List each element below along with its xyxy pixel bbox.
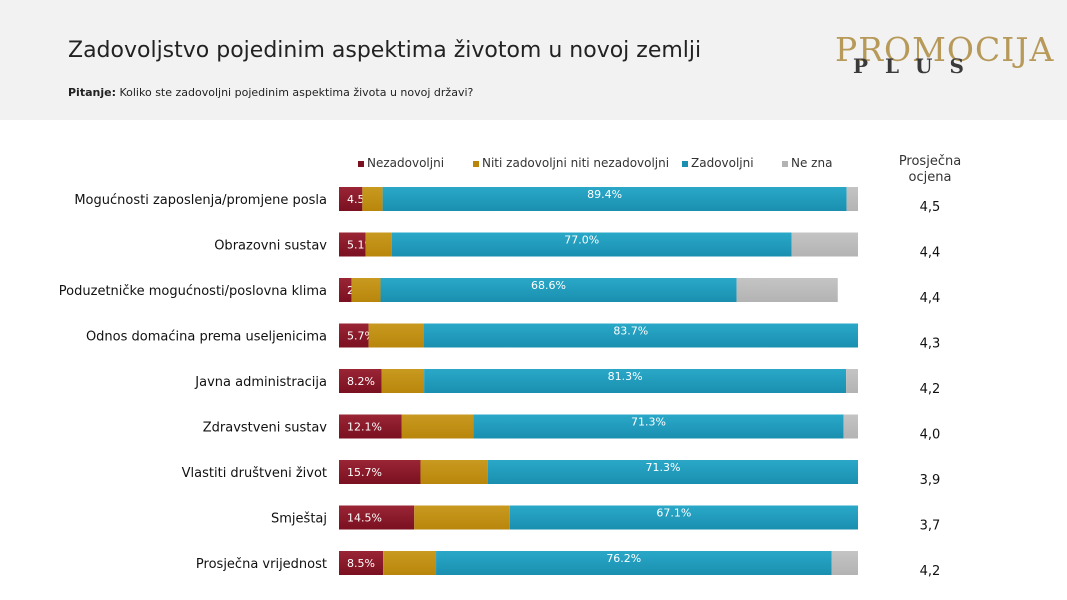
legend-label: Niti zadovoljni niti nezadovoljni	[482, 156, 670, 170]
question-line: Pitanje: Koliko ste zadovoljni pojedinim…	[68, 86, 473, 99]
bar-segment	[365, 232, 392, 257]
bar-segment	[339, 505, 415, 530]
legend-item-nezadovoljni: Nezadovoljni	[358, 156, 444, 170]
data-label: 71.3%	[631, 416, 666, 429]
data-label: 76.2%	[606, 552, 641, 565]
bar-segment	[846, 369, 858, 393]
category-label: Obrazovni sustav	[214, 239, 327, 254]
bar-segment	[436, 551, 832, 575]
legend-label: Zadovoljni	[691, 156, 754, 170]
legend-label: Nezadovoljni	[367, 156, 445, 170]
average-value: 4,2	[920, 564, 941, 579]
data-label: 15.7%	[347, 466, 382, 479]
category-label: Javna administracija	[194, 375, 327, 390]
data-label: 5.7%	[347, 330, 375, 343]
bar-segment	[381, 369, 425, 393]
bar-segment	[414, 505, 510, 530]
category-label: Vlastiti društveni život	[182, 466, 327, 481]
legend-swatch	[358, 160, 364, 167]
bar-segment	[382, 187, 847, 211]
category-label: Smještaj	[271, 512, 327, 527]
legend-swatch	[682, 160, 688, 167]
bar-segment	[339, 414, 402, 439]
question-label: Pitanje:	[68, 86, 116, 99]
page-title: Zadovoljstvo pojedinim aspektima životom…	[68, 38, 702, 63]
bar-segment	[423, 323, 858, 348]
category-label: Odnos domaćina prema useljenicima	[86, 330, 327, 345]
legend-item-ne-zna: Ne zna	[782, 156, 832, 170]
category-label: Mogućnosti zaposlenja/promjene posla	[74, 193, 327, 208]
bar-segment	[831, 551, 858, 575]
bar-segment	[339, 323, 369, 348]
average-value: 4,3	[920, 337, 941, 352]
average-value: 3,7	[920, 519, 941, 534]
legend-item-zadovoljni: Zadovoljni	[682, 156, 754, 170]
data-label: 12.1%	[347, 421, 382, 434]
data-label: 83.7%	[613, 325, 648, 338]
average-value: 4,0	[920, 428, 941, 443]
bar-segment	[351, 278, 381, 302]
data-label: 67.1%	[656, 507, 691, 520]
bar-segment	[487, 460, 858, 484]
bar-segment	[391, 232, 792, 257]
bar-segment	[401, 414, 474, 439]
category-label: Zdravstveni sustav	[203, 421, 328, 436]
category-label: Prosječna vrijednost	[196, 557, 327, 572]
bar-segment	[736, 278, 838, 302]
average-value: 4,2	[920, 382, 941, 397]
bar-segment	[420, 460, 488, 484]
bar-segment	[339, 460, 421, 484]
average-value: 3,9	[920, 473, 941, 488]
bar-segment	[339, 187, 363, 211]
bar-segment	[339, 232, 366, 257]
legend-swatch	[782, 160, 788, 167]
legend-item-niti: Niti zadovoljni niti nezadovoljni	[473, 156, 669, 170]
bar-segment	[843, 414, 858, 439]
header-band	[0, 0, 1067, 120]
data-label: 77.0%	[564, 234, 599, 247]
data-label: 14.5%	[347, 512, 382, 525]
bar-segment	[473, 414, 844, 439]
data-label: 68.6%	[531, 279, 566, 292]
average-value: 4,5	[920, 200, 941, 215]
average-value: 4,4	[920, 291, 941, 306]
bar-segment	[339, 278, 352, 302]
bar-segment	[339, 369, 382, 393]
logo-main: PROMOCIJA	[835, 30, 1055, 69]
bar-segment	[368, 323, 424, 348]
legend-label: Ne zna	[791, 156, 833, 170]
bar-segment	[380, 278, 737, 302]
bar-segment	[509, 505, 858, 530]
data-label: 8.2%	[347, 375, 375, 388]
data-label: 89.4%	[587, 188, 622, 201]
data-label: 81.3%	[608, 370, 643, 383]
bar-segment	[362, 187, 383, 211]
category-label: Poduzetničke mogućnosti/poslovna klima	[59, 284, 327, 299]
legend-swatch	[473, 160, 479, 167]
logo-sub: PLUS	[853, 54, 981, 78]
question-text: Koliko ste zadovoljni pojedinim aspektim…	[119, 86, 474, 99]
data-label: 71.3%	[645, 461, 680, 474]
bar-segment	[424, 369, 847, 393]
average-header: Prosječna ocjena	[898, 154, 962, 185]
bar-segment	[791, 232, 858, 257]
data-label: 8.5%	[347, 557, 375, 570]
average-value: 4,4	[920, 246, 941, 261]
bar-segment	[339, 551, 384, 575]
bar-segment	[846, 187, 858, 211]
bar-segment	[383, 551, 437, 575]
